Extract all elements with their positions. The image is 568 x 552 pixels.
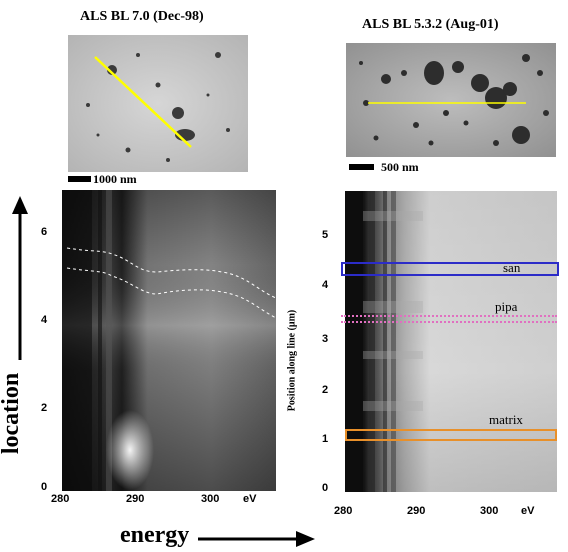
region-matrix-box	[345, 429, 557, 441]
right-scale-label: 500 nm	[381, 160, 419, 174]
region-pipa-label: pipa	[495, 299, 518, 314]
left-scale-bar	[68, 176, 91, 182]
region-san-label: san	[503, 260, 521, 275]
right-y-tick-0: 0	[322, 482, 329, 494]
right-stack-image	[345, 191, 557, 492]
region-pipa-box	[341, 315, 557, 323]
left-y-tick-2: 2	[41, 402, 48, 414]
left-line-scan	[94, 56, 192, 148]
y-axis-label-location: location	[0, 372, 25, 455]
left-y-tick-6: 6	[41, 226, 48, 238]
left-y-tick-0: 0	[41, 481, 48, 493]
left-x-tick-ev: eV	[243, 493, 257, 505]
up-arrow-icon	[12, 196, 28, 360]
right-panel-title: ALS BL 5.3.2 (Aug-01)	[362, 17, 499, 32]
right-arrow-icon	[198, 531, 315, 547]
right-scale-bar	[349, 164, 374, 170]
left-y-tick-4: 4	[41, 314, 48, 326]
right-x-tick-280: 280	[334, 505, 353, 517]
right-x-tick-290: 290	[407, 505, 426, 517]
x-axis-label-energy: energy	[120, 522, 190, 548]
region-matrix-label: matrix	[489, 412, 523, 427]
left-micrograph	[68, 35, 248, 172]
left-stack-image	[62, 190, 276, 491]
left-x-tick-280: 280	[51, 493, 70, 505]
region-san-box	[341, 262, 559, 276]
right-y-tick-3: 3	[322, 333, 329, 345]
right-y-tick-2: 2	[322, 384, 329, 396]
right-micrograph	[346, 43, 556, 157]
left-panel-title: ALS BL 7.0 (Dec-98)	[80, 9, 204, 24]
left-x-tick-290: 290	[126, 493, 145, 505]
right-y-tick-1: 1	[322, 433, 329, 445]
left-scale-label: 1000 nm	[93, 172, 137, 186]
left-x-tick-300: 300	[201, 493, 220, 505]
right-y-tick-4: 4	[322, 279, 329, 291]
right-y-axis-label: Position along line (μm)	[286, 309, 298, 412]
right-y-tick-5: 5	[322, 229, 329, 241]
right-x-tick-ev: eV	[521, 505, 535, 517]
right-x-tick-300: 300	[480, 505, 499, 517]
